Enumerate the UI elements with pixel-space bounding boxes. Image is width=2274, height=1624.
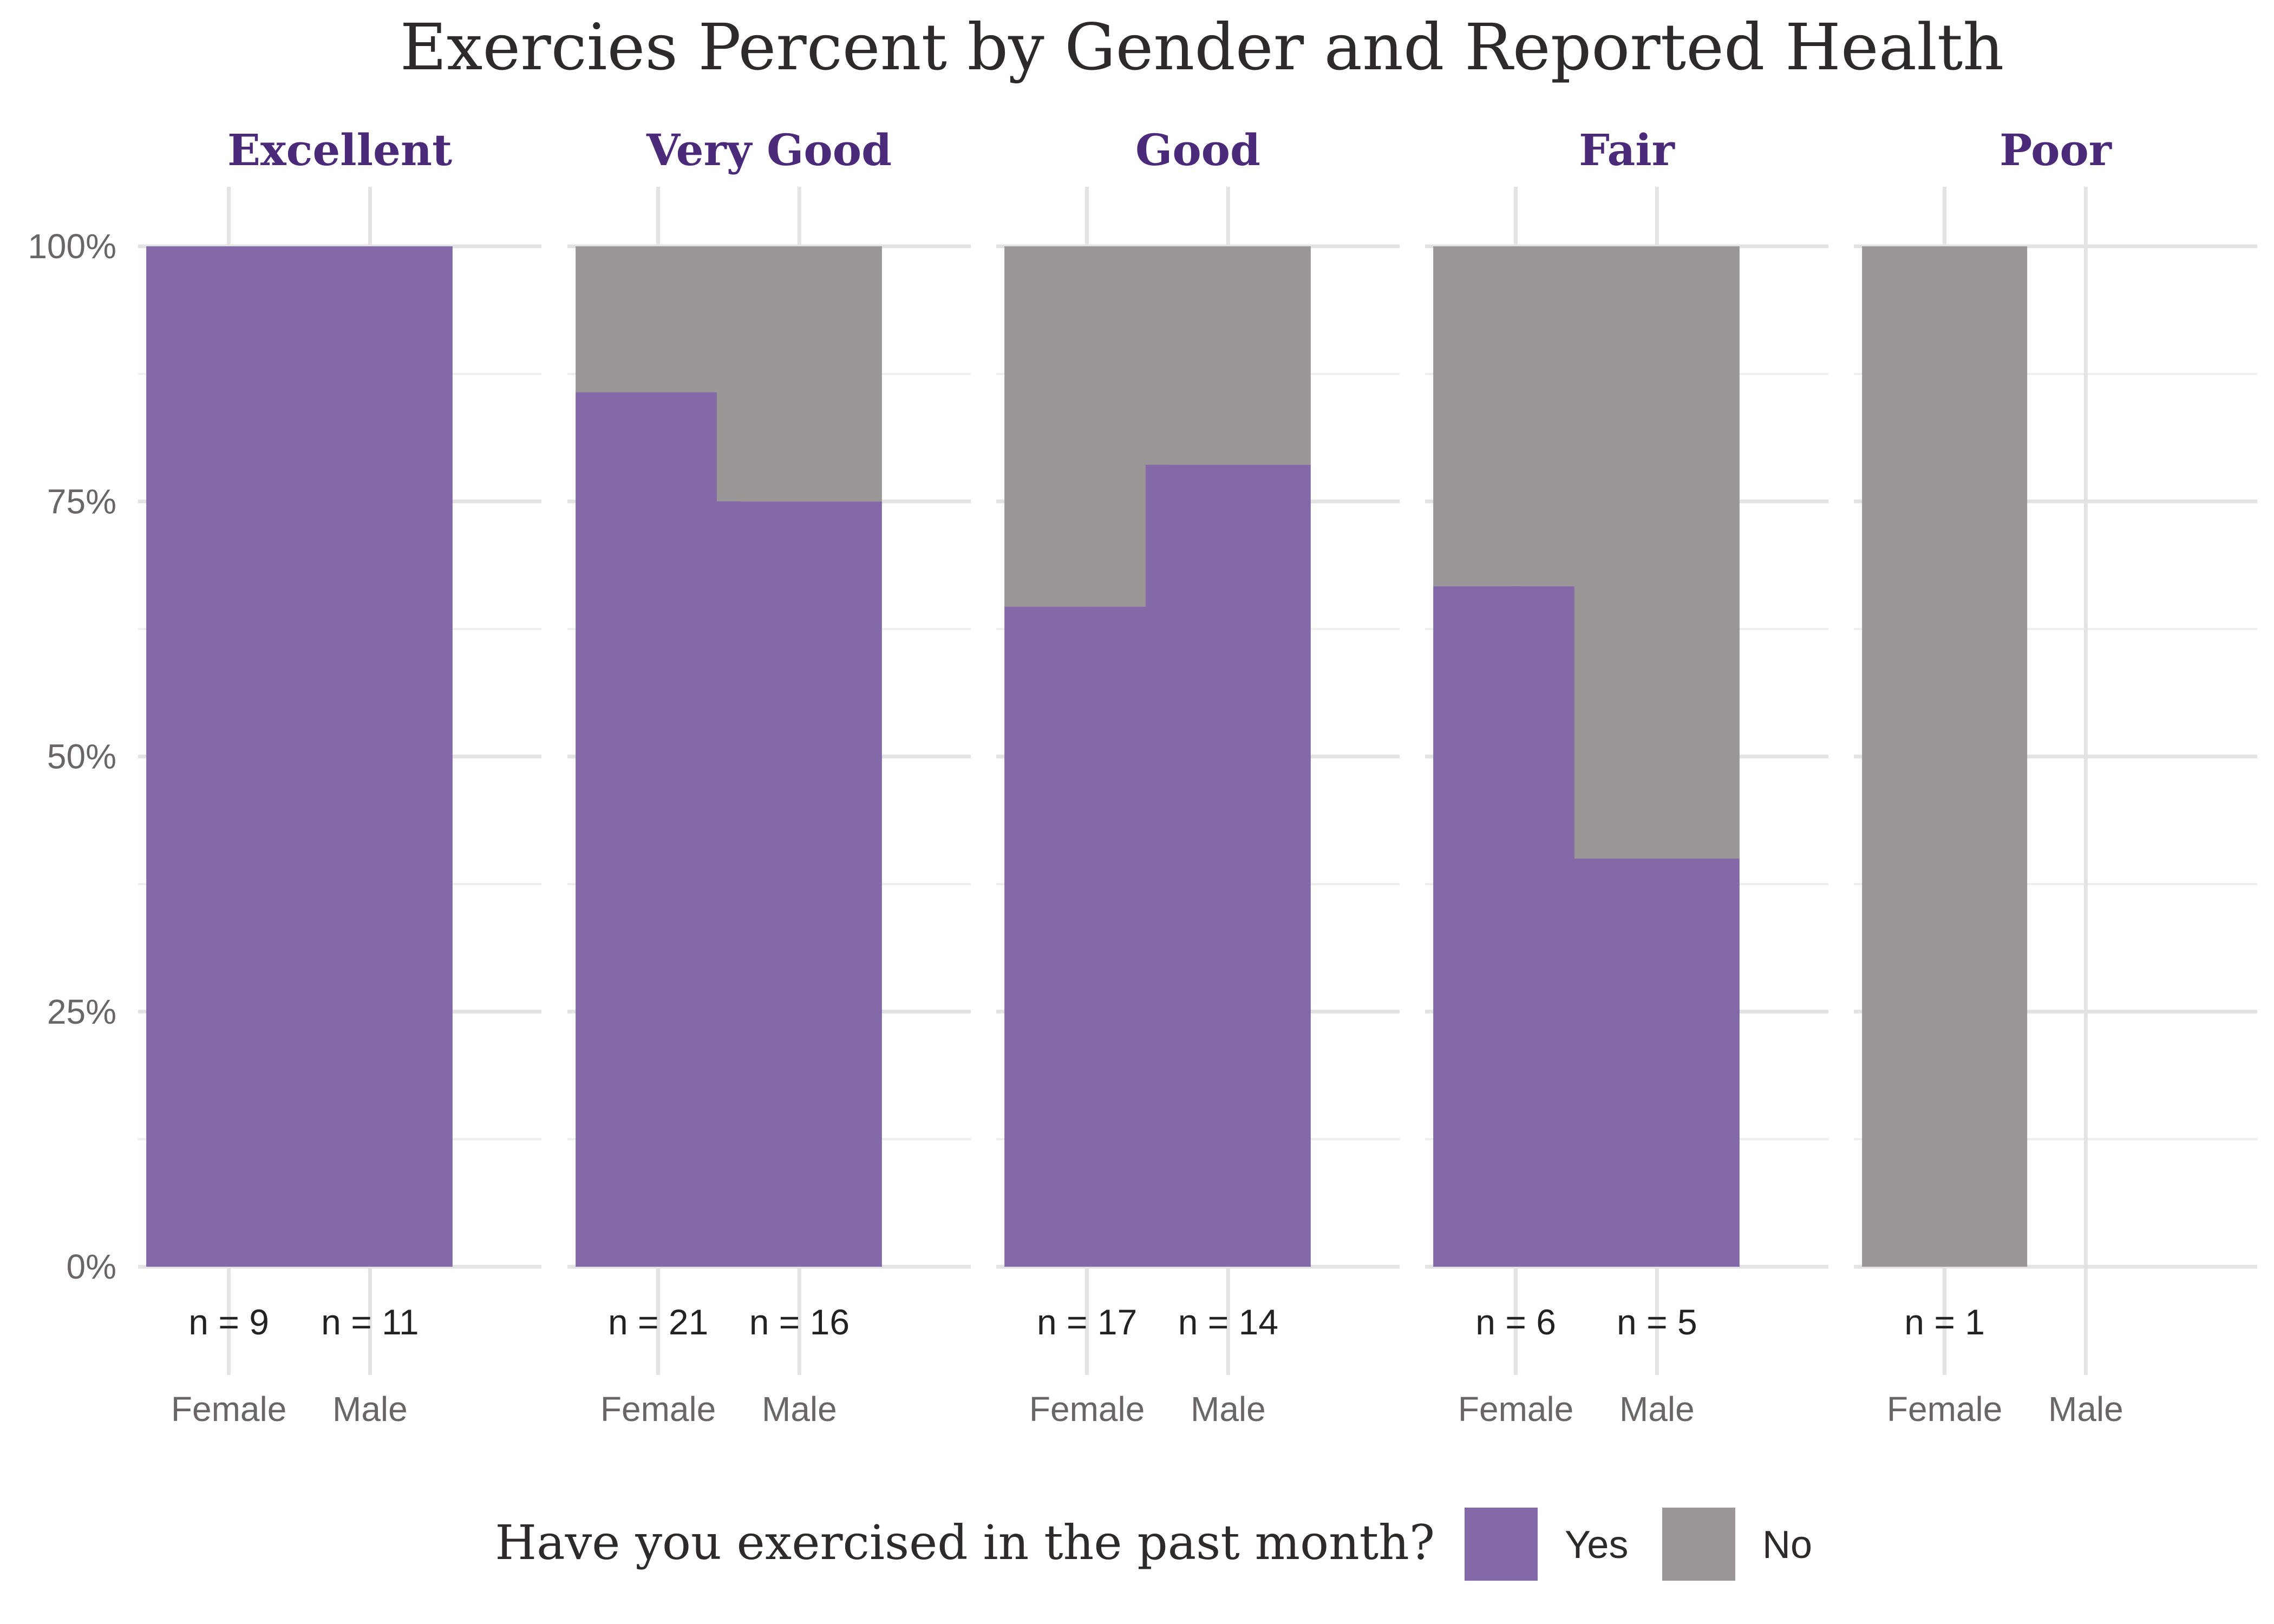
count-label: n = 6: [1475, 1302, 1556, 1342]
facet-label: Good: [1135, 125, 1260, 175]
bar-segment-no: [1862, 246, 2028, 1267]
x-tick-label: Male: [762, 1390, 837, 1429]
facet-panel-excellent: Excellent n = 9 Female n = 11 Male: [138, 125, 541, 1429]
facet-panel-fair: Fair n = 6 Female n = 5 Male: [1425, 125, 1828, 1429]
count-label: n = 9: [188, 1302, 269, 1342]
count-label: n = 16: [749, 1302, 850, 1342]
x-tick-label: Male: [1619, 1390, 1695, 1429]
bar-segment-yes: [1145, 464, 1311, 1267]
bar-segment-yes: [1574, 859, 1740, 1267]
bar-segment-no: [1433, 246, 1599, 586]
x-tick-label: Female: [1029, 1390, 1145, 1429]
legend: Have you exercised in the past month? Ye…: [495, 1508, 1812, 1581]
legend-label: No: [1762, 1523, 1812, 1567]
count-label: n = 11: [321, 1302, 419, 1342]
y-tick-label: 100%: [28, 227, 116, 266]
facet-panel-very-good: Very Good n = 21 Female n = 16 Male: [567, 125, 971, 1429]
x-tick-label: Female: [600, 1390, 716, 1429]
count-label: n = 21: [608, 1302, 708, 1342]
y-tick-label: 50%: [47, 737, 116, 776]
facet-label: Fair: [1579, 125, 1675, 175]
legend-key-no: [1662, 1508, 1735, 1581]
facet-panel-poor: Poor n = 1 Female Male: [1854, 125, 2257, 1429]
bar-segment-yes: [576, 392, 741, 1267]
x-tick-label: Male: [1191, 1390, 1266, 1429]
bar-segment-no: [1574, 246, 1740, 859]
x-tick-label: Male: [332, 1390, 408, 1429]
facet-label: Very Good: [646, 125, 892, 175]
count-label: n = 17: [1037, 1302, 1137, 1342]
bar-segment-no: [576, 246, 741, 392]
bar-segment-no: [1004, 246, 1170, 607]
bar-segment-no: [1145, 246, 1311, 465]
bar-segment-yes: [146, 246, 312, 1267]
chart-title: Exercies Percent by Gender and Reported …: [400, 10, 2004, 84]
x-tick-label: Female: [1458, 1390, 1573, 1429]
count-label: n = 14: [1178, 1302, 1278, 1342]
count-label: n = 1: [1904, 1302, 1985, 1342]
facet-label: Poor: [1999, 125, 2112, 175]
facet-panel-good: Good n = 17 Female n = 14 Male: [996, 125, 1400, 1429]
y-tick-label: 75%: [47, 482, 116, 521]
y-axis: 0% 25% 50% 75% 100%: [28, 227, 116, 1286]
bar-segment-yes: [716, 501, 882, 1267]
facet-panels: Excellent n = 9 Female n = 11 Male Very Good n…: [138, 125, 2257, 1429]
x-tick-label: Male: [2048, 1390, 2123, 1429]
facet-label: Excellent: [227, 125, 452, 175]
bar-segment-yes: [287, 246, 453, 1267]
bar-segment-yes: [1433, 586, 1599, 1267]
bar-segment-no: [716, 246, 882, 502]
legend-label: Yes: [1565, 1523, 1628, 1567]
y-tick-label: 0%: [67, 1247, 117, 1286]
x-tick-label: Female: [171, 1390, 286, 1429]
legend-title: Have you exercised in the past month?: [495, 1515, 1435, 1570]
legend-key-yes: [1465, 1508, 1538, 1581]
y-tick-label: 25%: [47, 992, 116, 1031]
x-tick-label: Female: [1887, 1390, 2002, 1429]
bar-segment-yes: [1004, 606, 1170, 1267]
count-label: n = 5: [1617, 1302, 1697, 1342]
